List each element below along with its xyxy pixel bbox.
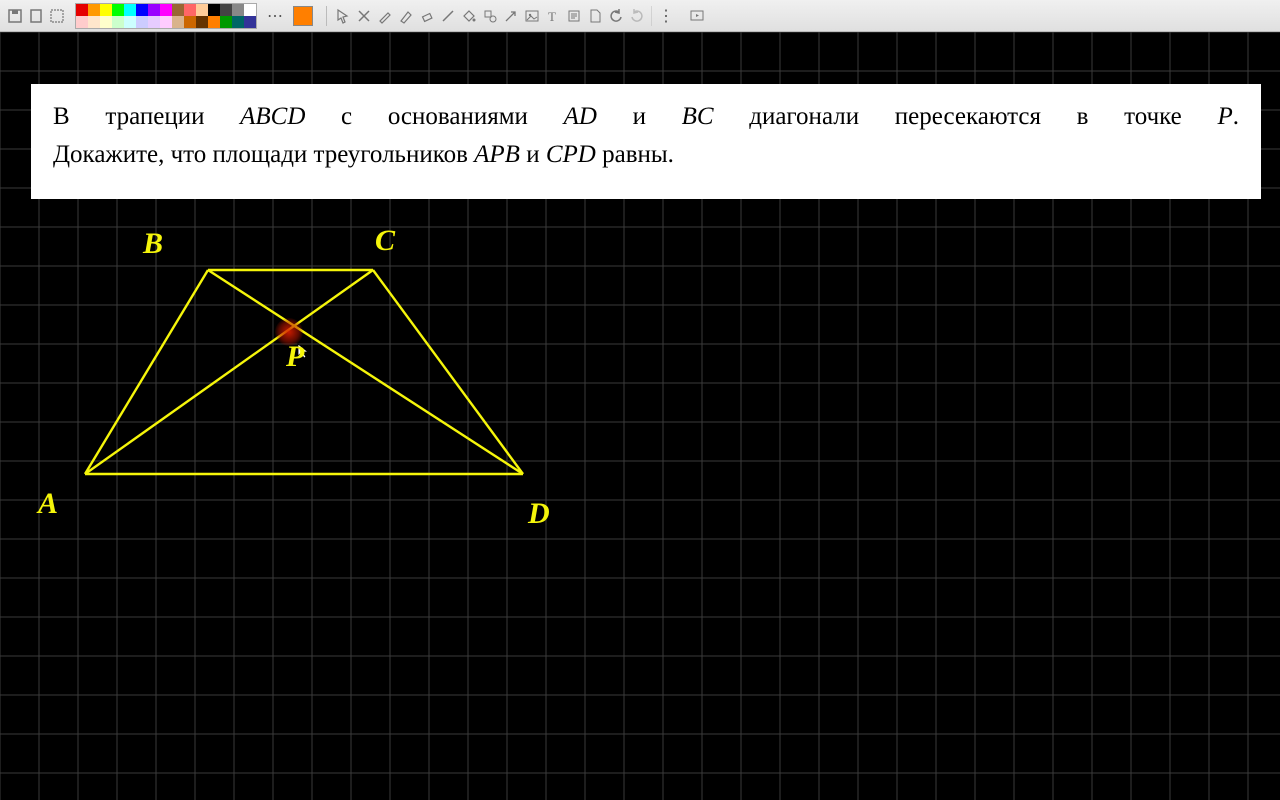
palette-swatch[interactable] xyxy=(136,4,148,16)
tool-select-rect-icon[interactable] xyxy=(48,7,66,25)
problem-word: основаниями xyxy=(388,98,528,136)
palette-swatch[interactable] xyxy=(100,16,112,28)
tool-tools-icon[interactable] xyxy=(355,7,373,25)
current-color-swatch[interactable] xyxy=(293,6,313,26)
palette-swatch[interactable] xyxy=(208,16,220,28)
tool-fill-icon[interactable] xyxy=(460,7,478,25)
tool-present-icon[interactable] xyxy=(688,7,706,25)
tool-line-icon[interactable] xyxy=(439,7,457,25)
toolbar-divider-2 xyxy=(651,6,652,26)
palette-swatch[interactable] xyxy=(232,4,244,16)
problem-word: пересекаются xyxy=(895,98,1041,136)
problem-line-1: Втрапеции ABCD с основаниями AD и BC диагонали п… xyxy=(53,98,1239,136)
problem-word: P. xyxy=(1217,98,1239,136)
tool-pencil-icon[interactable] xyxy=(376,7,394,25)
palette-swatch[interactable] xyxy=(88,16,100,28)
palette-swatch[interactable] xyxy=(220,16,232,28)
problem-word: BC xyxy=(682,98,714,136)
toolbar-divider xyxy=(326,6,327,26)
problem-word: с xyxy=(341,98,352,136)
svg-text:T: T xyxy=(548,9,556,24)
problem-line-2: Докажите, что площади треугольников APB … xyxy=(53,136,1239,174)
problem-statement-box: Втрапеции ABCD с основаниями AD и BC диагонали п… xyxy=(31,84,1261,199)
palette-swatch[interactable] xyxy=(184,4,196,16)
palette-swatch[interactable] xyxy=(184,16,196,28)
palette-swatch[interactable] xyxy=(112,4,124,16)
tool-highlighter-icon[interactable] xyxy=(397,7,415,25)
problem-word: и xyxy=(633,98,646,136)
palette-swatch[interactable] xyxy=(100,4,112,16)
palette-swatch[interactable] xyxy=(148,4,160,16)
palette-swatch[interactable] xyxy=(160,4,172,16)
tool-shapes-icon[interactable] xyxy=(481,7,499,25)
palette-swatch[interactable] xyxy=(88,4,100,16)
toolbar: ⋯ T ⋮ xyxy=(0,0,1280,32)
problem-word: в xyxy=(1077,98,1089,136)
problem-word: точке xyxy=(1124,98,1182,136)
palette-swatch[interactable] xyxy=(148,16,160,28)
tool-pointer-icon[interactable] xyxy=(334,7,352,25)
tool-doc-icon[interactable] xyxy=(586,7,604,25)
tool-text-icon[interactable]: T xyxy=(544,7,562,25)
palette-more-icon[interactable]: ⋯ xyxy=(266,7,284,25)
palette-swatch[interactable] xyxy=(136,16,148,28)
palette-swatch[interactable] xyxy=(76,4,88,16)
palette-swatch[interactable] xyxy=(208,4,220,16)
palette-swatch[interactable] xyxy=(196,16,208,28)
tool-undo-icon[interactable] xyxy=(607,7,625,25)
palette-swatch[interactable] xyxy=(220,4,232,16)
problem-word: ABCD xyxy=(240,98,305,136)
problem-word: AD xyxy=(564,98,597,136)
tool-page-icon[interactable] xyxy=(27,7,45,25)
tool-more-icon[interactable]: ⋮ xyxy=(657,7,675,25)
palette-swatch[interactable] xyxy=(124,4,136,16)
tool-arrow-icon[interactable] xyxy=(502,7,520,25)
canvas-area[interactable]: Втрапеции ABCD с основаниями AD и BC диагонали п… xyxy=(0,32,1280,800)
tool-save-icon[interactable] xyxy=(6,7,24,25)
problem-word: диагонали xyxy=(749,98,859,136)
problem-word: трапеции xyxy=(105,98,204,136)
palette-swatch[interactable] xyxy=(244,4,256,16)
problem-word: В xyxy=(53,98,70,136)
palette-swatch[interactable] xyxy=(124,16,136,28)
palette-swatch[interactable] xyxy=(196,4,208,16)
tool-note-icon[interactable] xyxy=(565,7,583,25)
palette-swatch[interactable] xyxy=(112,16,124,28)
palette-swatch[interactable] xyxy=(172,16,184,28)
palette-swatch[interactable] xyxy=(172,4,184,16)
tool-image-icon[interactable] xyxy=(523,7,541,25)
palette-swatch[interactable] xyxy=(232,16,244,28)
palette-swatch[interactable] xyxy=(244,16,256,28)
tool-redo-icon[interactable] xyxy=(628,7,646,25)
palette-swatch[interactable] xyxy=(76,16,88,28)
color-palette xyxy=(75,3,257,29)
palette-swatch[interactable] xyxy=(160,16,172,28)
tool-eraser-icon[interactable] xyxy=(418,7,436,25)
